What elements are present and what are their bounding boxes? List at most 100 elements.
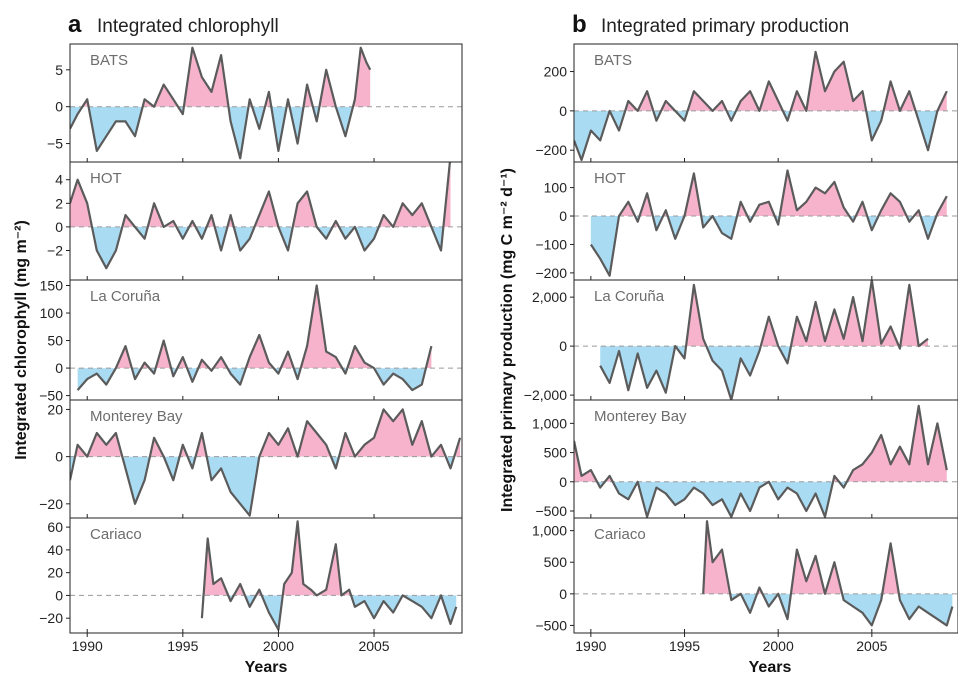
panel-b-cariaco-subplot: Cariaco −500 0 500 1,000 <box>532 517 958 634</box>
panel-b-hot-y-tick-label: 100 <box>544 180 568 196</box>
panel-a-bats-series-line <box>70 46 372 160</box>
panel-a-monterey-bay-series-line <box>70 408 462 517</box>
panel-a-monterey-bay-y-tick-label: 0 <box>55 449 63 465</box>
panel-a-cariaco-y-tick-label: 40 <box>47 542 63 558</box>
panel-a-cariaco-y-tick-label: −20 <box>39 610 63 626</box>
panel-b-bats-subplot: BATS −200 0 200 <box>535 43 958 163</box>
panel-b-cariaco-y-tick-label: 500 <box>544 554 568 570</box>
panel-a-monterey-bay-y-tick-label: −20 <box>39 496 63 512</box>
panel-b-cariaco-plot-area <box>574 520 958 627</box>
panel-a-hot-y-tick-label: −2 <box>47 243 63 259</box>
panel-b-la-coru-a-y-tick-label: −2,000 <box>524 387 567 403</box>
panel-b-cariaco-y-tick-label: −500 <box>535 617 567 633</box>
panel-a-cariaco-y-tick-label: 0 <box>55 587 63 603</box>
panel-a-cariaco-positive-area <box>203 521 352 596</box>
panel-a-bats-negative-area <box>70 106 371 159</box>
panel-a-la-coru-a-series-line <box>76 284 433 392</box>
panel-a-la-coru-a-y-tick-label: −50 <box>39 388 63 404</box>
panel-b-bats-y-tick-label: 200 <box>544 64 568 80</box>
panel-b-cariaco-frame <box>573 517 958 634</box>
panel-a-hot-y-tick-label: 0 <box>55 219 63 235</box>
panel-a-la-coru-a-y-tick-label: 50 <box>47 333 63 349</box>
panel-b-hot-series-line <box>589 169 948 277</box>
panel-b-monterey-bay-site-label: Monterey Bay <box>594 408 687 425</box>
panel-a-la-coru-a-plot-area <box>70 284 462 392</box>
panel-b-monterey-bay-plot-area <box>574 404 958 518</box>
panel-a-bats-y-tick-label: −5 <box>47 136 63 152</box>
panel-a-y-axis-label: Integrated chlorophyll (mg m⁻²) <box>13 220 30 460</box>
panel-b-x-tick-label: 2000 <box>763 638 794 654</box>
panel-b-bats-site-label: BATS <box>594 52 632 69</box>
panel-b-hot-y-tick-label: −200 <box>535 265 567 281</box>
panel-b-hot-y-tick-label: −100 <box>535 236 567 252</box>
panel-a-monterey-bay-site-label: Monterey Bay <box>90 408 183 425</box>
panel-a-x-tick-label: 2005 <box>358 638 389 654</box>
panel-b-cariaco-negative-area <box>730 593 953 626</box>
panel-b-la-coru-a-y-tick-label: 0 <box>559 338 567 354</box>
panel-b-la-coru-a-site-label: La Coruña <box>594 288 665 305</box>
panel-a-monterey-bay-y-tick-label: 20 <box>47 401 63 417</box>
panel-b-monterey-bay-y-tick-label: −500 <box>535 503 567 519</box>
panel-a-la-coru-a-site-label: La Coruña <box>90 288 161 305</box>
panel-b-bats-negative-area <box>574 110 947 161</box>
panel-a-cariaco-site-label: Cariaco <box>90 526 142 543</box>
panel-a-monterey-bay-positive-area <box>75 409 461 457</box>
panel-b-bats-y-tick-label: −200 <box>535 142 567 158</box>
panel-a-cariaco-subplot: Cariaco −20 0 20 40 60 <box>39 517 463 634</box>
panel-b-hot-site-label: HOT <box>594 170 626 187</box>
panel-b-monterey-bay-series-line <box>574 404 948 518</box>
panel-a-cariaco-series-line <box>200 520 458 631</box>
panel-b-cariaco-positive-area <box>703 521 953 594</box>
panel-b-hot-negative-area <box>590 216 937 276</box>
panel-a-title: Integrated chlorophyll <box>97 16 279 37</box>
panel-b-hot-y-tick-label: 0 <box>559 208 567 224</box>
panel-b-cariaco-y-tick-label: 1,000 <box>532 523 567 539</box>
panel-a-la-coru-a-negative-area <box>77 368 426 391</box>
panel-b-hot-frame <box>573 161 958 281</box>
panel-b-monterey-bay-subplot: Monterey Bay −500 0 500 1,000 <box>532 399 958 519</box>
panel-b-bats-plot-area <box>574 50 958 162</box>
panel-a-la-coru-a-subplot: La Coruña −50 0 50 100 150 <box>39 278 463 404</box>
panel-b-hot-subplot: HOT −200 −100 0 100 <box>535 161 958 281</box>
panel-b-la-coru-a-subplot: La Coruña −2,000 0 2,000 <box>524 279 958 403</box>
panel-b-y-axis-label: Integrated primary production (mg C m⁻² … <box>499 168 516 512</box>
panel-b-x-axis-label: Years <box>749 659 792 676</box>
panel-a-bats-plot-area <box>70 46 462 160</box>
panel-b-x-tick-label: 1990 <box>575 638 606 654</box>
panel-a-x-tick-label: 1990 <box>72 638 103 654</box>
panel-b-x-tick-label: 1995 <box>669 638 700 654</box>
panel-a-la-coru-a-y-tick-label: 0 <box>55 360 63 376</box>
panel-a-la-coru-a-y-tick-label: 150 <box>40 278 64 294</box>
panel-a-monterey-bay-plot-area <box>70 408 462 517</box>
panel-a-x-tick-label: 2000 <box>263 638 294 654</box>
panel-a-hot-subplot: HOT −2 0 2 4 <box>47 161 463 281</box>
panel-b-cariaco-site-label: Cariaco <box>594 526 646 543</box>
panel-a-letter: a <box>68 11 82 38</box>
panel-a-hot-series-line <box>70 162 452 270</box>
panel-b-cariaco-y-tick-label: 0 <box>559 586 567 602</box>
panel-b-bats-y-tick-label: 0 <box>559 103 567 119</box>
panel-a-cariaco-y-tick-label: 60 <box>47 519 63 535</box>
panel-b-monterey-bay-y-tick-label: 500 <box>544 445 568 461</box>
panel-b-hot-positive-area <box>590 170 947 217</box>
panel-a-cariaco-frame <box>69 517 463 634</box>
panel-a-bats-site-label: BATS <box>90 52 128 69</box>
panel-b-monterey-bay-positive-area <box>574 405 947 482</box>
panel-a-x-axis-label: Years <box>245 659 288 676</box>
panel-a-hot-y-tick-label: 2 <box>55 195 63 211</box>
panel-a-monterey-bay-subplot: Monterey Bay −20 0 20 <box>39 399 463 519</box>
panel-a-cariaco-y-tick-label: 20 <box>47 565 63 581</box>
panel-b-x-tick-label: 2005 <box>856 638 887 654</box>
panel-a-cariaco-plot-area <box>70 520 462 631</box>
panel-a-x-tick-label: 1995 <box>167 638 198 654</box>
panel-a-bats-y-tick-label: 5 <box>55 62 63 78</box>
panel-a-bats-y-tick-label: 0 <box>55 99 63 115</box>
panel-b-bats-series-line <box>574 50 948 162</box>
panel-b-la-coru-a-series-line <box>599 280 929 400</box>
panel-b-cariaco-series-line <box>702 520 954 627</box>
panel-b-hot-plot-area <box>574 169 958 277</box>
panel-a-la-coru-a-y-tick-label: 100 <box>40 305 64 321</box>
panel-b-la-coru-a-y-tick-label: 2,000 <box>532 289 567 305</box>
